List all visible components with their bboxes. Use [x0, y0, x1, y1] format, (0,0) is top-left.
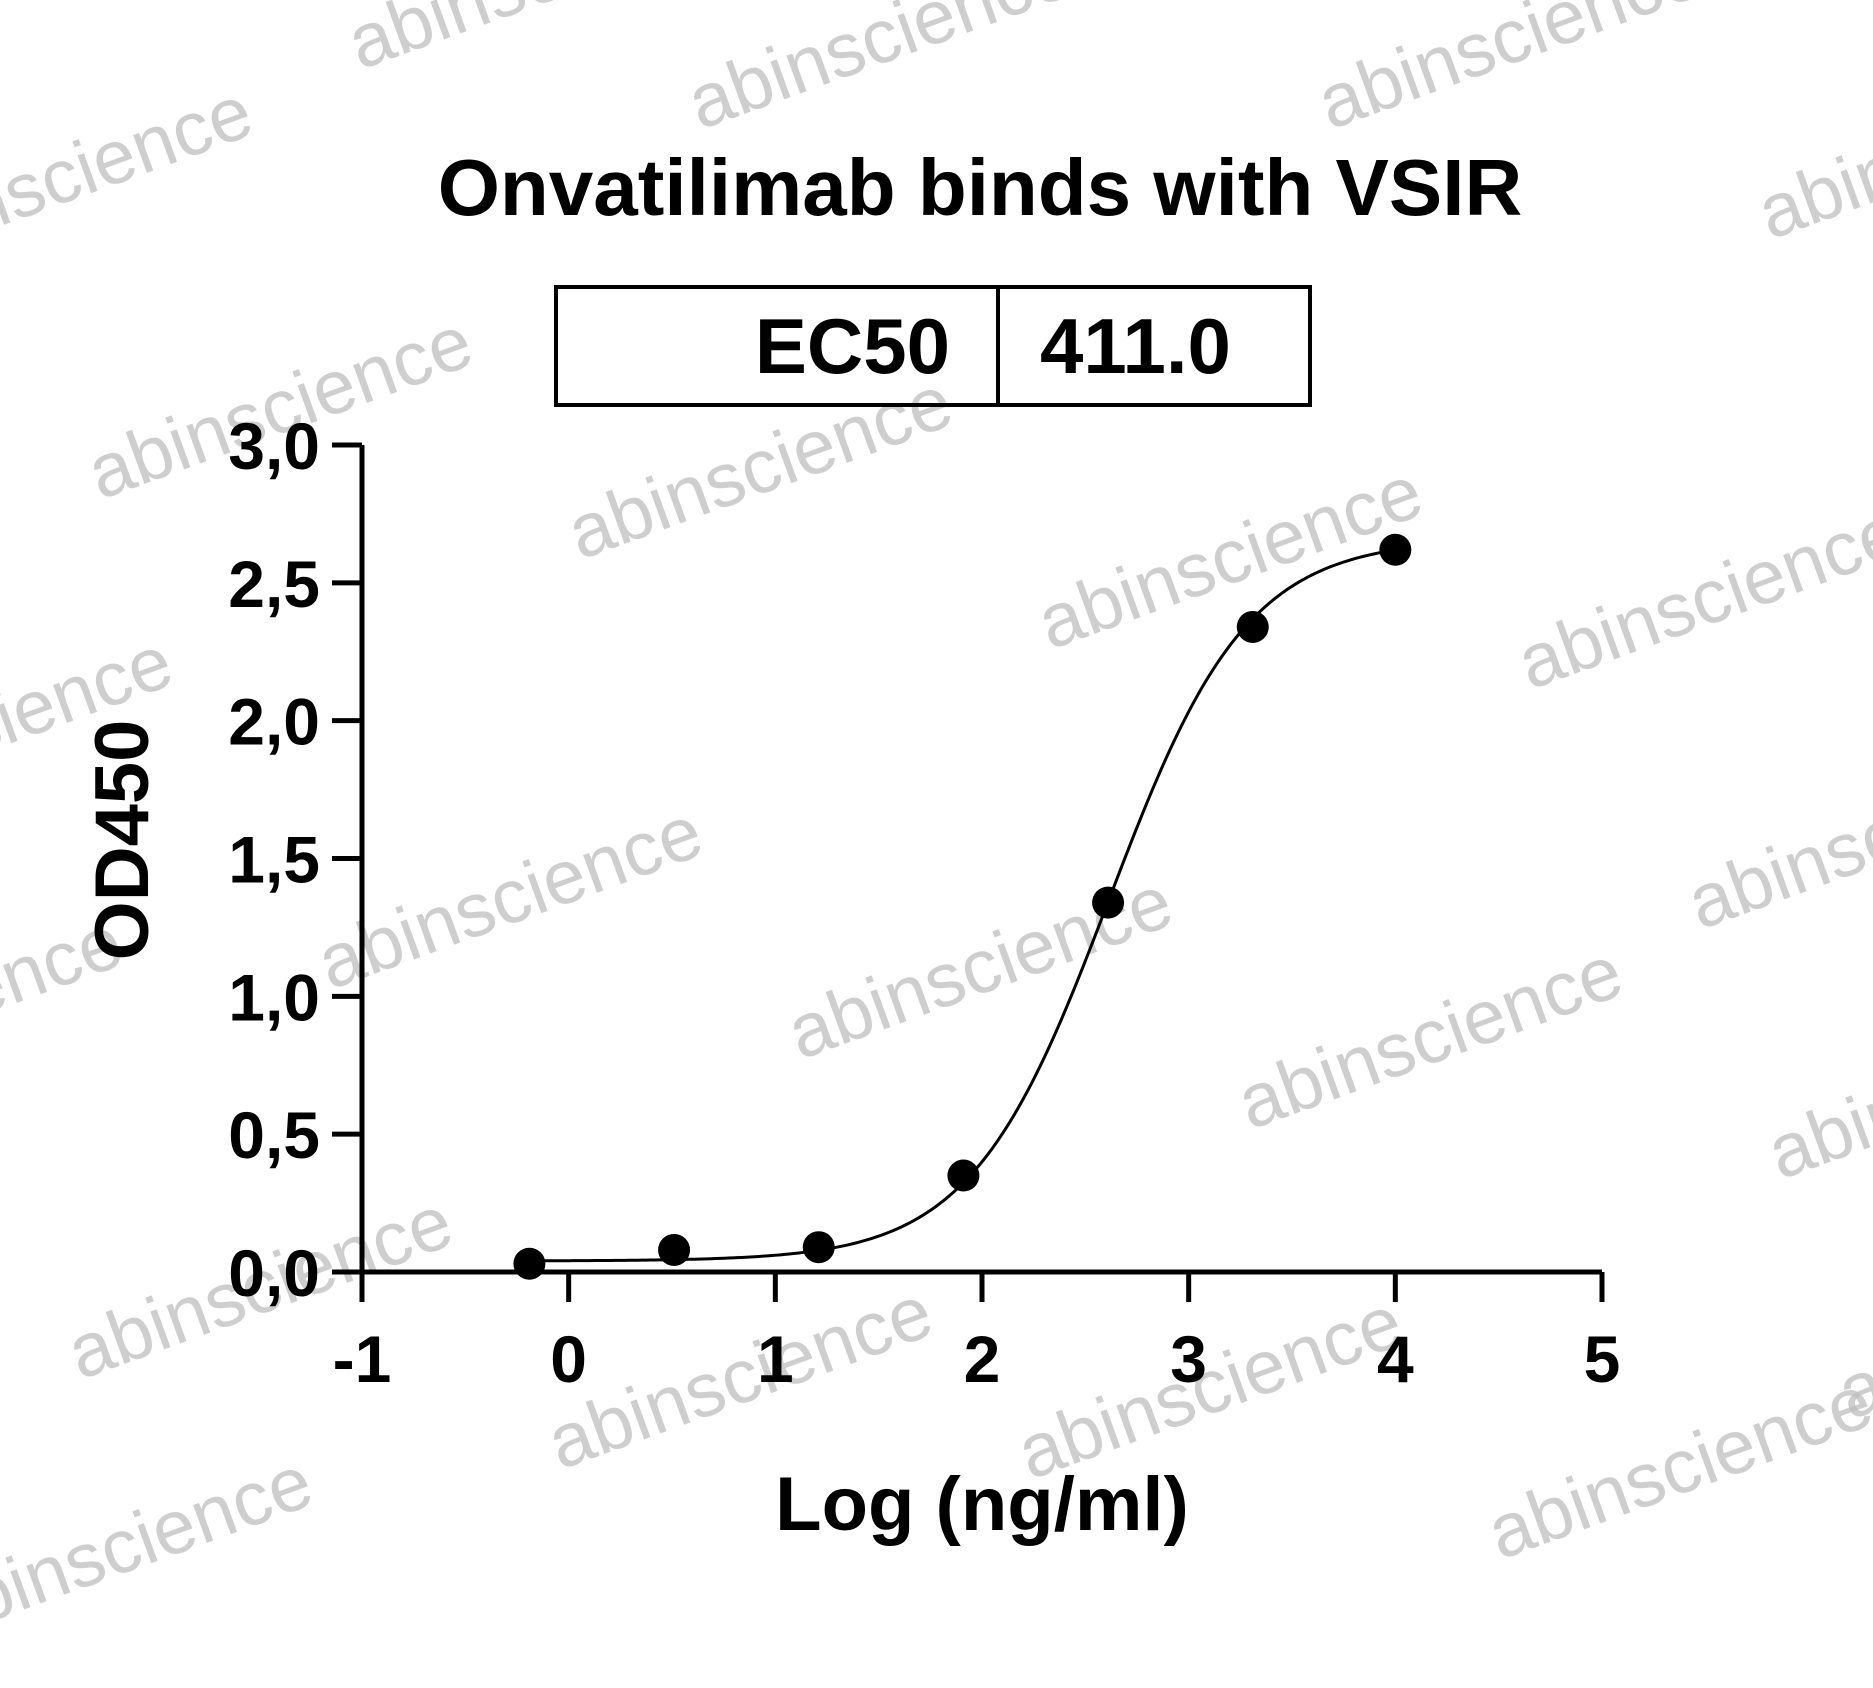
- data-point: [802, 1231, 835, 1264]
- fit-curve: [529, 548, 1396, 1263]
- watermark-text: abinscience: [677, 0, 1083, 146]
- data-point: [947, 1159, 980, 1192]
- data-point: [513, 1247, 546, 1280]
- y-tick-label: 2,5: [228, 547, 320, 621]
- watermark-text: abinscience: [1027, 449, 1433, 666]
- watermark-text: abinscience: [307, 789, 713, 1006]
- y-tick-label: 0,0: [228, 1236, 320, 1310]
- x-tick-label: -1: [333, 1322, 392, 1396]
- chart-title: Onvatilimab binds with VSIR: [438, 143, 1523, 232]
- y-tick-label: 1,0: [228, 960, 320, 1034]
- data-point: [1092, 886, 1125, 919]
- ec50-value: 411.0: [1040, 302, 1231, 390]
- watermark-text: abinscience: [557, 359, 963, 576]
- y-tick-label: 2,0: [228, 685, 320, 759]
- y-tick-label: 3,0: [228, 409, 320, 483]
- y-tick-label: 0,5: [228, 1098, 320, 1172]
- watermark-text: abinscience: [1747, 39, 1873, 256]
- data-point: [658, 1233, 691, 1266]
- watermark-text: abinscience: [1307, 0, 1713, 146]
- ec50-label: EC50: [755, 302, 950, 390]
- watermark-text: abinscience: [0, 1439, 323, 1656]
- data-point: [1379, 533, 1412, 566]
- data-point: [1236, 610, 1269, 643]
- x-ticks: -1 0 1 2 3 4 5: [333, 1272, 1621, 1396]
- watermark-text: abinscience: [537, 1269, 943, 1486]
- watermark-text: abinscience: [777, 859, 1183, 1076]
- y-tick-label: 1,5: [228, 823, 320, 897]
- x-tick-label: 3: [1170, 1322, 1207, 1396]
- y-axis-title: OD450: [80, 720, 165, 961]
- x-tick-label: 0: [550, 1322, 587, 1396]
- watermark-text: abinscience: [1477, 1359, 1873, 1576]
- y-ticks: 0,0 0,5 1,0 1,5 2,0 2,5 3,0: [228, 409, 362, 1310]
- x-tick-label: 2: [964, 1322, 1001, 1396]
- axes: 0,0 0,5 1,0 1,5 2,0 2,5 3,0 -1 0 1 2 3 4 5: [228, 409, 1620, 1396]
- ec50-table-frame: [554, 285, 1312, 407]
- watermark-text: abinscience: [77, 299, 483, 516]
- x-tick-label: 1: [757, 1322, 794, 1396]
- watermark-text: abinscience: [1757, 979, 1873, 1196]
- x-axis-title: Log (ng/ml): [775, 1462, 1189, 1547]
- watermark-text: abinscience: [0, 69, 263, 286]
- x-tick-label: 5: [1584, 1322, 1621, 1396]
- watermark-text: abinscience: [1227, 929, 1633, 1146]
- plot-area: [513, 533, 1412, 1280]
- x-tick-label: 4: [1377, 1322, 1414, 1396]
- ec50-table: EC50 411.0: [554, 285, 1312, 407]
- watermark-text: abinscience: [1507, 489, 1873, 706]
- watermark-text: abinscience: [1677, 729, 1873, 946]
